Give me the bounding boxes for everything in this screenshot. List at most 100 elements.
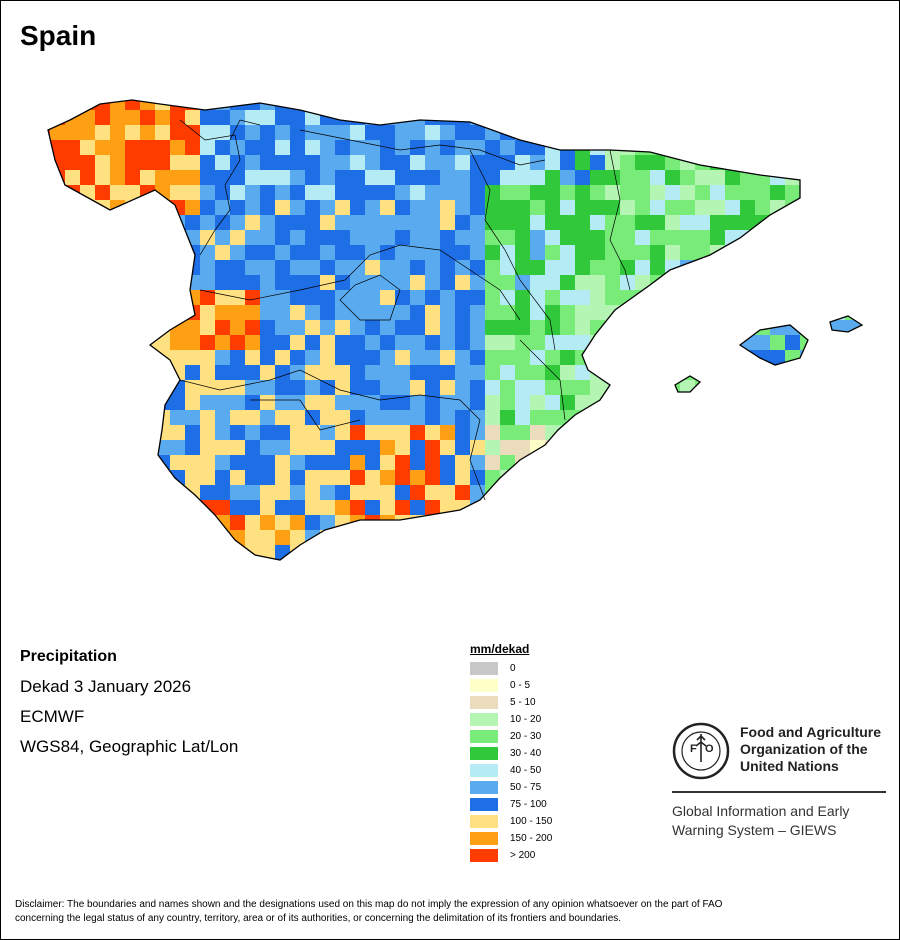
grid-cell [48, 305, 50, 320]
grid-cell [755, 260, 770, 275]
grid-cell [560, 290, 575, 305]
grid-cell [245, 425, 260, 440]
grid-cell [740, 470, 755, 485]
grid-cell [200, 215, 215, 230]
grid-cell [245, 485, 260, 500]
grid-cell [770, 215, 785, 230]
grid-cell [125, 125, 140, 140]
grid-cell [650, 155, 665, 170]
grid-cell [125, 560, 140, 575]
grid-cell [785, 110, 800, 125]
grid-cell [425, 140, 440, 155]
grid-cell [335, 170, 350, 185]
grid-cell [320, 455, 335, 470]
grid-cell [440, 155, 455, 170]
grid-cell [245, 245, 260, 260]
grid-cell [95, 260, 110, 275]
grid-cell [755, 305, 770, 320]
grid-cell [710, 215, 725, 230]
grid-cell [455, 545, 470, 560]
grid-cell [48, 140, 50, 155]
grid-cell [140, 200, 155, 215]
grid-cell [860, 230, 862, 245]
grid-cell [590, 380, 605, 395]
grid-cell [110, 365, 125, 380]
grid-cell [395, 200, 410, 215]
grid-cell [650, 290, 665, 305]
grid-cell [425, 410, 440, 425]
grid-cell [230, 440, 245, 455]
grid-cell [260, 155, 275, 170]
grid-cell [560, 185, 575, 200]
grid-cell [410, 500, 425, 515]
grid-cell [815, 290, 830, 305]
grid-cell [335, 395, 350, 410]
grid-cell [65, 500, 80, 515]
legend-label: 10 - 20 [510, 714, 542, 725]
grid-cell [440, 515, 455, 530]
grid-cell [230, 155, 245, 170]
grid-cell [665, 320, 680, 335]
grid-cell [800, 530, 815, 545]
grid-cell [48, 470, 50, 485]
grid-cell [530, 425, 545, 440]
legend-row: 0 - 5 [470, 677, 552, 694]
grid-cell [290, 350, 305, 365]
grid-cell [545, 410, 560, 425]
grid-cell [290, 170, 305, 185]
grid-cell [770, 530, 785, 545]
grid-cell [95, 125, 110, 140]
grid-cell [635, 230, 650, 245]
grid-cell [740, 140, 755, 155]
grid-cell [155, 140, 170, 155]
grid-cell [410, 275, 425, 290]
grid-cell [785, 140, 800, 155]
grid-cell [620, 410, 635, 425]
grid-cell [50, 470, 65, 485]
grid-cell [845, 185, 860, 200]
grid-cell [530, 455, 545, 470]
grid-cell [605, 560, 620, 575]
grid-cell [350, 545, 365, 560]
grid-cell [110, 260, 125, 275]
grid-cell [455, 350, 470, 365]
grid-cell [320, 305, 335, 320]
grid-cell [275, 425, 290, 440]
grid-cell [500, 350, 515, 365]
grid-cell [650, 110, 665, 125]
grid-cell [725, 350, 740, 365]
grid-cell [50, 230, 65, 245]
grid-cell [605, 125, 620, 140]
legend-label: 50 - 75 [510, 782, 542, 793]
grid-cell [530, 200, 545, 215]
grid-cell [155, 545, 170, 560]
grid-cell [290, 275, 305, 290]
grid-cell [860, 365, 862, 380]
grid-cell [545, 530, 560, 545]
grid-cell [170, 245, 185, 260]
legend-label: 0 - 5 [510, 680, 531, 691]
grid-cell [695, 125, 710, 140]
legend-row: 40 - 50 [470, 762, 552, 779]
grid-cell [770, 395, 785, 410]
grid-cell [515, 100, 530, 110]
grid-cell [515, 110, 530, 125]
grid-cell [710, 230, 725, 245]
svg-text:O: O [705, 743, 714, 755]
grid-cell [740, 440, 755, 455]
grid-cell [305, 275, 320, 290]
org-name-line3: United Nations [740, 758, 839, 774]
grid-cell [710, 335, 725, 350]
grid-cell [320, 170, 335, 185]
grid-cell [560, 215, 575, 230]
grid-cell [440, 185, 455, 200]
grid-cell [95, 500, 110, 515]
grid-cell [755, 350, 770, 365]
grid-cell [815, 440, 830, 455]
grid-cell [260, 215, 275, 230]
grid-cell [485, 275, 500, 290]
grid-cell [485, 170, 500, 185]
grid-cell [290, 410, 305, 425]
grid-cell [605, 170, 620, 185]
grid-cell [275, 305, 290, 320]
